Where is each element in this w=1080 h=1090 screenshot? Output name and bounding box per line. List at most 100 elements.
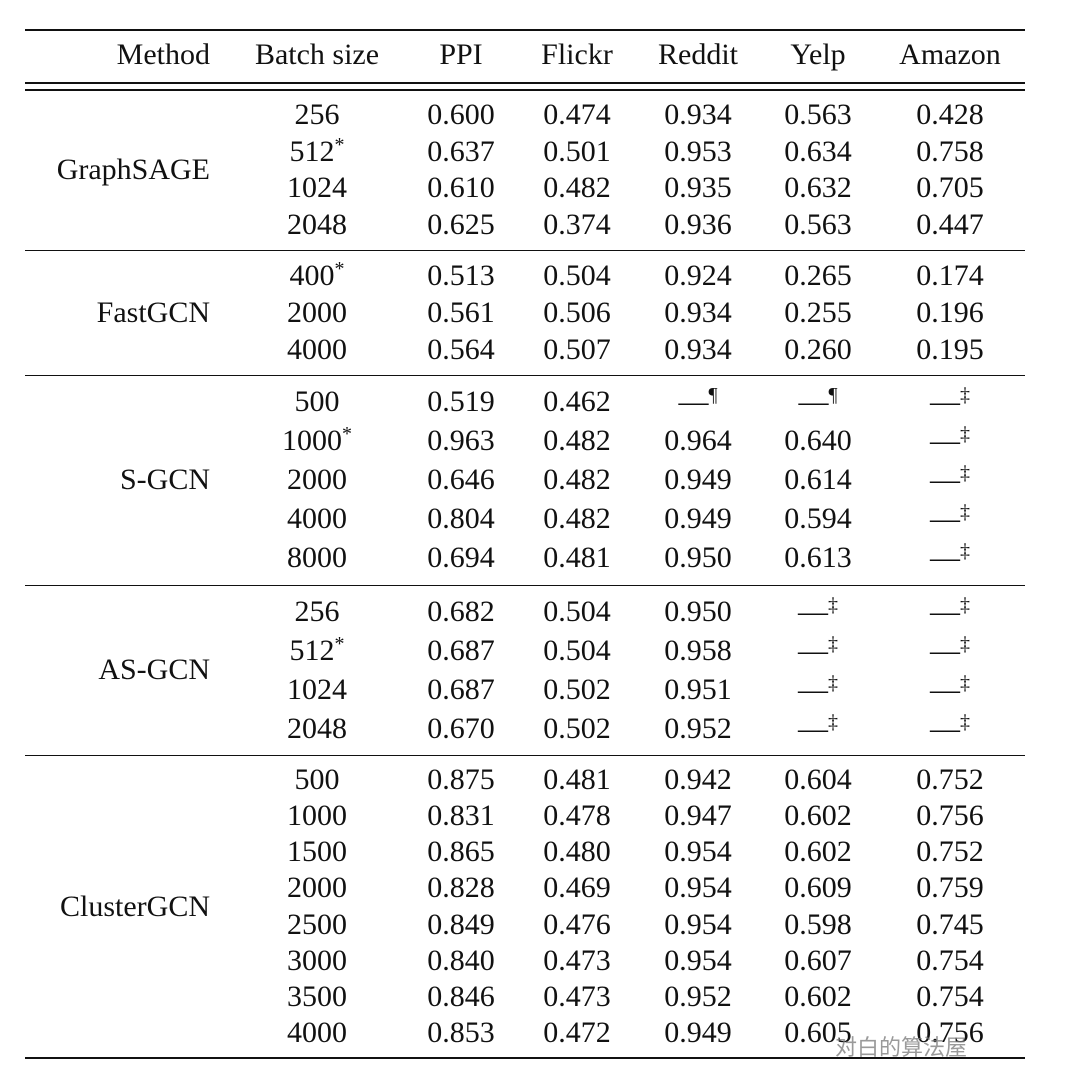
score-cell: 0.949 (664, 1015, 732, 1049)
score-cell: 0.934 (664, 332, 732, 366)
table-rule (25, 585, 1025, 587)
score-cell: —¶ (738, 385, 898, 417)
score-cell: 0.480 (543, 835, 611, 869)
score-cell: 0.958 (664, 633, 732, 667)
score-cell: 0.504 (543, 594, 611, 628)
score-cell: 0.474 (543, 98, 611, 132)
score-cell-mark: ‡ (960, 462, 970, 484)
score-cell: 0.513 (427, 258, 495, 292)
score-cell: 0.758 (916, 134, 984, 168)
table-rule (25, 250, 1025, 252)
score-cell: 0.607 (784, 943, 852, 977)
method-name: AS-GCN (98, 653, 210, 686)
score-cell: —‡ (738, 672, 898, 706)
score-cell: 0.501 (543, 134, 611, 168)
batch-size: 400* (237, 258, 397, 292)
method-name: ClusterGCN (60, 889, 210, 923)
score-cell: 0.752 (916, 763, 984, 797)
batch-size: 1000 (287, 799, 347, 833)
score-cell: 0.602 (784, 979, 852, 1013)
score-cell: —‡ (870, 540, 1030, 573)
score-cell: 0.846 (427, 979, 495, 1013)
score-cell: 0.476 (543, 907, 611, 941)
column-header: Batch size (254, 38, 380, 71)
score-cell: 0.949 (664, 502, 732, 536)
score-cell: 0.481 (543, 541, 611, 575)
score-cell: 0.954 (664, 907, 732, 941)
score-cell: 0.964 (664, 423, 732, 457)
score-cell: 0.609 (784, 871, 852, 905)
batch-size: 500 (294, 384, 340, 418)
score-cell: 0.563 (784, 98, 852, 132)
score-cell: 0.756 (916, 1015, 984, 1049)
score-cell: 0.745 (916, 907, 984, 941)
table-rule (25, 755, 1025, 757)
score-cell: 0.462 (543, 384, 611, 418)
score-cell-value: — (930, 672, 960, 706)
score-cell: 0.600 (427, 98, 495, 132)
batch-size-value: 1000 (282, 423, 342, 457)
score-cell: 0.473 (543, 943, 611, 977)
score-cell: 0.506 (543, 295, 611, 329)
score-cell: —‡ (870, 711, 1030, 745)
score-cell-value: — (798, 633, 828, 667)
score-cell: —‡ (738, 593, 898, 627)
score-cell: 0.605 (784, 1015, 852, 1049)
score-cell: 0.564 (427, 332, 495, 366)
score-cell: 0.613 (784, 541, 852, 575)
score-cell: —‡ (870, 672, 1030, 706)
score-cell: 0.694 (427, 541, 495, 575)
score-cell: —‡ (870, 385, 1030, 417)
score-cell: 0.687 (427, 633, 495, 667)
score-cell: —‡ (870, 593, 1030, 627)
score-cell: 0.934 (664, 295, 732, 329)
batch-size: 2000 (287, 871, 347, 905)
score-cell: 0.473 (543, 979, 611, 1013)
score-cell: 0.670 (427, 711, 495, 745)
score-cell: 0.934 (664, 98, 732, 132)
score-cell: 0.482 (543, 171, 611, 205)
score-cell: 0.196 (916, 295, 984, 329)
score-cell: 0.507 (543, 332, 611, 366)
column-header: Amazon (899, 38, 1001, 71)
batch-size: 2048 (287, 711, 347, 745)
score-cell: 0.865 (427, 835, 495, 869)
batch-size: 2500 (287, 907, 347, 941)
score-cell: 0.482 (543, 502, 611, 536)
batch-size-value: 512 (289, 134, 335, 168)
score-cell: 0.756 (916, 799, 984, 833)
score-cell: 0.828 (427, 871, 495, 905)
batch-size: 3000 (287, 943, 347, 977)
score-cell-value: — (930, 711, 960, 745)
score-cell: 0.950 (664, 541, 732, 575)
score-cell-mark: ‡ (828, 593, 838, 616)
batch-size: 1024 (287, 672, 347, 706)
score-cell: 0.469 (543, 871, 611, 905)
score-cell: 0.472 (543, 1015, 611, 1049)
score-cell-mark: ‡ (960, 540, 970, 563)
score-cell: 0.953 (664, 134, 732, 168)
batch-size: 256 (294, 594, 340, 628)
score-cell: 0.374 (543, 207, 611, 241)
method-name: GraphSAGE (56, 153, 210, 186)
score-cell-value: — (930, 633, 960, 667)
score-cell: 0.602 (784, 799, 852, 833)
method-name: S-GCN (119, 463, 210, 496)
score-cell-value: — (930, 423, 960, 457)
score-cell: 0.942 (664, 763, 732, 797)
score-cell: 0.195 (916, 332, 984, 366)
score-cell: 0.754 (916, 979, 984, 1013)
batch-size-value: 512 (289, 633, 335, 667)
score-cell-mark: ‡ (960, 593, 970, 616)
score-cell: 0.598 (784, 907, 852, 941)
score-cell-value: — (798, 672, 828, 706)
score-cell: 0.759 (916, 871, 984, 905)
column-header: PPI (439, 38, 483, 71)
score-cell-mark: ‡ (960, 501, 970, 524)
batch-size: 512* (237, 633, 397, 667)
score-cell-mark: ¶ (708, 383, 718, 406)
batch-size-value: 400 (289, 258, 335, 292)
score-cell: 0.519 (427, 384, 495, 418)
score-cell: 0.949 (664, 463, 732, 496)
score-cell: —‡ (738, 633, 898, 667)
